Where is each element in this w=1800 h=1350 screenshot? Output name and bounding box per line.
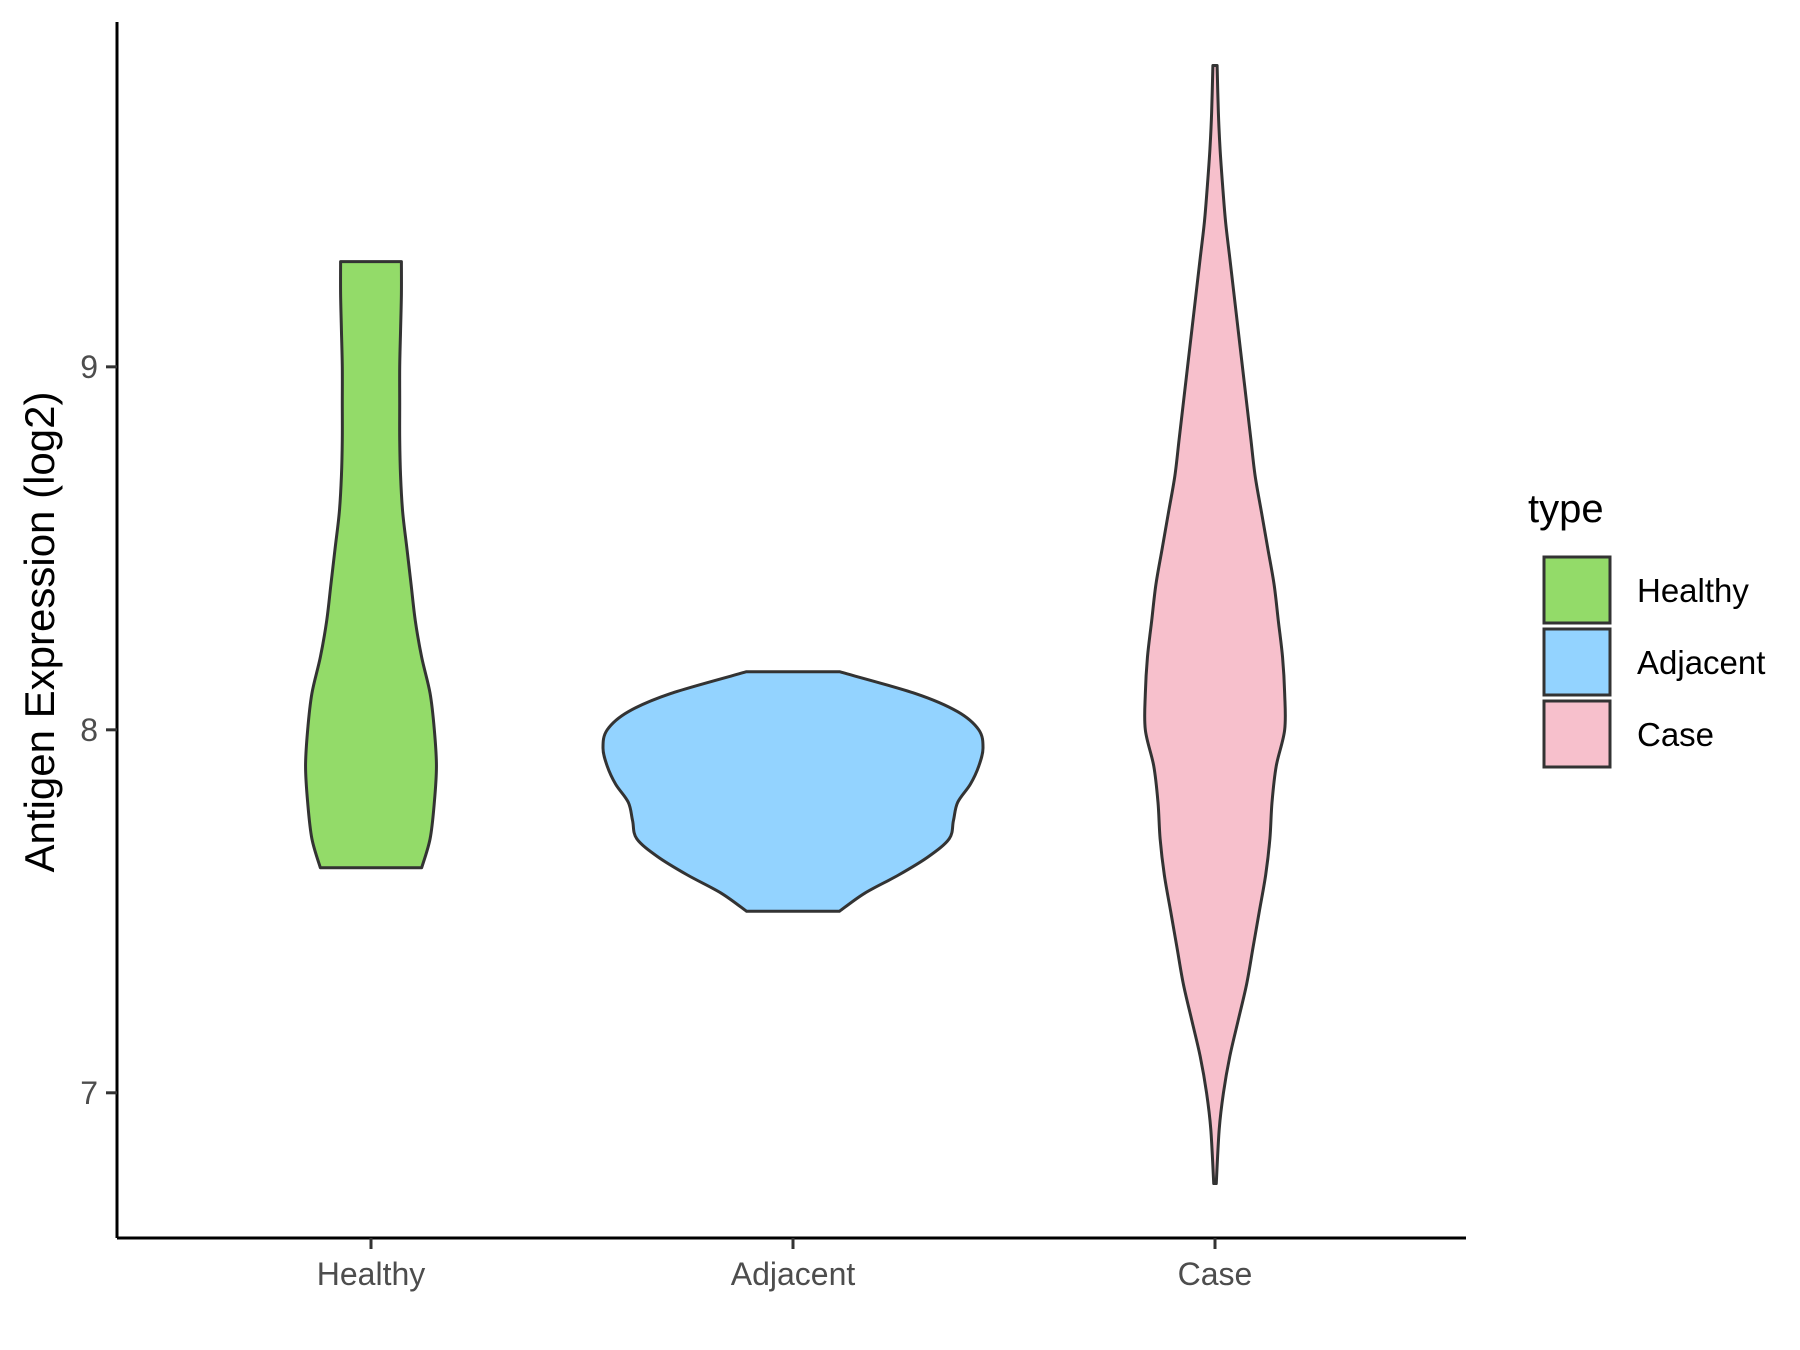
x-ticks-layer: Healthy Adjacent Case [317, 1238, 1253, 1292]
legend-title: type [1528, 487, 1604, 531]
legend-key-adjacent [1542, 627, 1612, 697]
y-tick-label: 8 [80, 712, 98, 748]
legend-label-adjacent: Adjacent [1637, 644, 1765, 681]
y-tick-label: 9 [80, 349, 98, 385]
legend-key-case [1542, 699, 1612, 769]
x-tick-label: Healthy [317, 1256, 426, 1292]
legend-key-healthy [1542, 555, 1612, 625]
violin-adjacent [601, 670, 985, 913]
legend-label-healthy: Healthy [1637, 572, 1749, 609]
violin-healthy [304, 260, 438, 870]
y-axis-title: Antigen Expression (log2) [16, 392, 63, 873]
x-tick-label: Case [1178, 1256, 1253, 1292]
legend: type Healthy Adjacent Case [1528, 487, 1765, 769]
violin-case [1143, 64, 1287, 1186]
legend-label-case: Case [1637, 716, 1714, 753]
legend-items: Healthy Adjacent Case [1542, 555, 1765, 769]
violins-layer [304, 64, 1287, 1186]
y-tick-label: 7 [80, 1075, 98, 1111]
y-ticks-layer: 7 8 9 [80, 349, 117, 1111]
x-tick-label: Adjacent [731, 1256, 856, 1292]
